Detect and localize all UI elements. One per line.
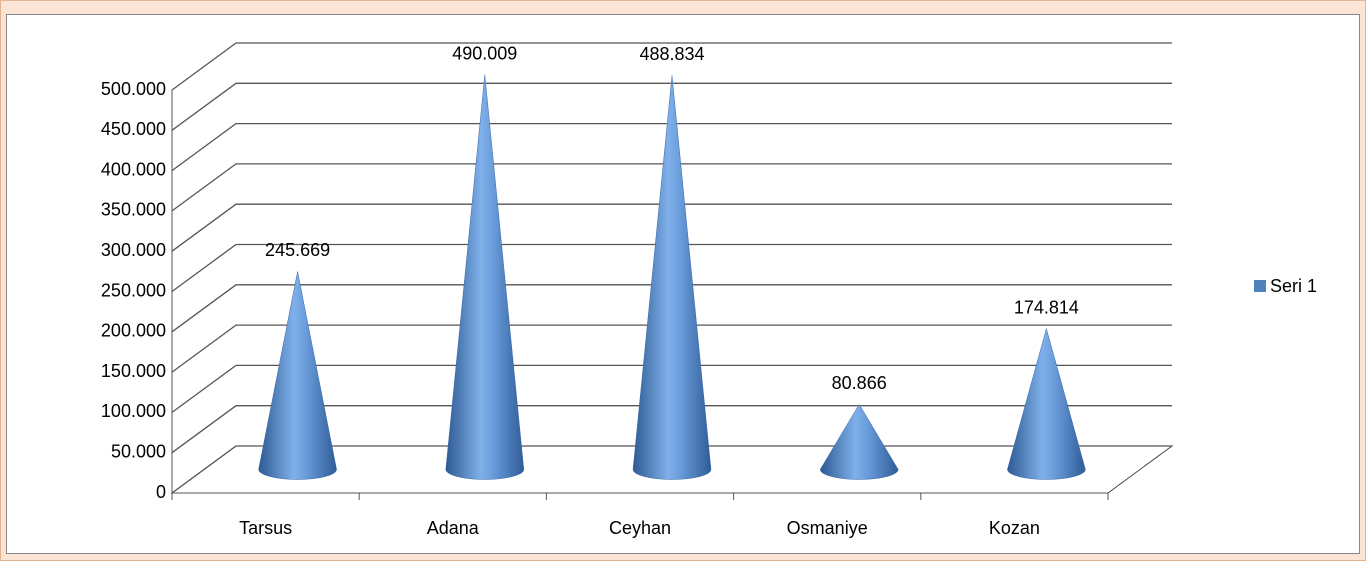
x-tick-label: Kozan	[989, 518, 1040, 538]
y-tick-label: 150.000	[101, 361, 166, 381]
grid-line	[171, 42, 1172, 91]
grid-line	[171, 203, 1172, 252]
cone	[819, 403, 899, 480]
value-label: 488.834	[639, 44, 704, 64]
y-tick-label: 250.000	[101, 280, 166, 300]
y-tick-label: 500.000	[101, 79, 166, 99]
grid-line	[171, 82, 1172, 131]
cone	[632, 75, 712, 480]
legend-label: Seri 1	[1270, 276, 1317, 296]
value-label: 490.009	[452, 43, 517, 63]
x-tick-label: Adana	[427, 518, 480, 538]
y-tick-label: 350.000	[101, 200, 166, 220]
grid-line	[171, 324, 1172, 373]
x-tick-label: Tarsus	[239, 518, 292, 538]
y-tick-label: 300.000	[101, 240, 166, 260]
grid-line	[171, 284, 1172, 333]
y-tick-label: 400.000	[101, 159, 166, 179]
x-tick-label: Ceyhan	[609, 518, 671, 538]
grid-line	[171, 364, 1172, 413]
grid-line	[171, 243, 1172, 293]
y-tick-label: 450.000	[101, 119, 166, 139]
cone	[445, 74, 525, 480]
legend-swatch	[1254, 280, 1266, 292]
y-tick-label: 200.000	[101, 321, 166, 341]
value-label: 174.814	[1014, 297, 1079, 317]
cone	[258, 271, 337, 480]
x-tick-label: Osmaniye	[787, 518, 868, 538]
grid-line	[171, 122, 1172, 172]
value-label: 245.669	[265, 240, 330, 260]
y-tick-label: 0	[156, 482, 166, 502]
grid-line	[171, 163, 1172, 212]
y-tick-label: 100.000	[101, 401, 166, 421]
cone	[1007, 327, 1086, 480]
value-label: 80.866	[832, 373, 887, 393]
y-tick-label: 50.000	[111, 441, 166, 461]
